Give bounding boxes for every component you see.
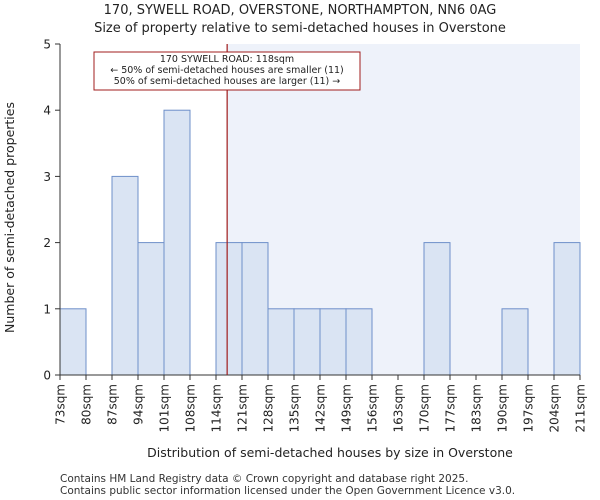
- y-tick-label: 2: [43, 236, 51, 250]
- chart-subtitle: Size of property relative to semi-detach…: [94, 21, 506, 36]
- x-tick-label: 87sqm: [106, 384, 120, 425]
- annotation-line: ← 50% of semi-detached houses are smalle…: [110, 65, 344, 76]
- histogram-bar: [111, 175, 139, 376]
- x-axis-title: Distribution of semi-detached houses by …: [147, 445, 513, 460]
- x-tick-label: 156sqm: [366, 384, 380, 432]
- histogram-bar: [163, 109, 191, 376]
- y-tick-label: 0: [43, 369, 51, 383]
- x-tick-label: 190sqm: [496, 384, 510, 432]
- x-tick-label: 142sqm: [314, 384, 328, 432]
- x-tick-label: 170sqm: [418, 384, 432, 432]
- x-tick-label: 128sqm: [262, 384, 276, 432]
- x-tick-label: 108sqm: [184, 384, 198, 432]
- histogram-bar: [59, 308, 87, 376]
- x-tick-label: 94sqm: [132, 384, 146, 425]
- x-tick-label: 211sqm: [574, 384, 588, 432]
- annotation-line: 50% of semi-detached houses are larger (…: [114, 76, 341, 87]
- chart-title: 170, SYWELL ROAD, OVERSTONE, NORTHAMPTON…: [103, 3, 497, 18]
- x-tick-label: 80sqm: [80, 384, 94, 425]
- histogram-bar: [319, 308, 347, 376]
- y-tick-label: 5: [43, 38, 51, 52]
- histogram-bar: [553, 242, 581, 376]
- histogram-bar: [267, 308, 295, 376]
- x-tick-label: 73sqm: [54, 384, 68, 425]
- annotation-line: 170 SYWELL ROAD: 118sqm: [160, 54, 294, 65]
- y-axis-title: Number of semi-detached properties: [2, 102, 17, 333]
- annotation-box: [93, 51, 361, 91]
- x-tick-label: 163sqm: [392, 384, 406, 432]
- x-tick-label: 114sqm: [210, 384, 224, 432]
- footer-licence: Contains public sector information licen…: [60, 485, 516, 497]
- x-tick-label: 101sqm: [158, 384, 172, 432]
- x-tick-label: 121sqm: [236, 384, 250, 432]
- histogram-bar: [241, 242, 269, 376]
- footer-copyright: Contains HM Land Registry data © Crown c…: [60, 473, 469, 485]
- x-tick-label: 135sqm: [288, 384, 302, 432]
- histogram-bar: [423, 242, 451, 376]
- x-tick-label: 183sqm: [470, 384, 484, 432]
- x-tick-label: 177sqm: [444, 384, 458, 432]
- histogram-bar: [215, 242, 243, 376]
- histogram-bar: [137, 242, 165, 376]
- x-tick-label: 204sqm: [548, 384, 562, 432]
- histogram-bar: [345, 308, 373, 376]
- x-tick-label: 149sqm: [340, 384, 354, 432]
- y-tick-label: 4: [43, 104, 51, 118]
- histogram-bar: [293, 308, 321, 376]
- y-tick-label: 3: [43, 170, 51, 184]
- x-tick-label: 197sqm: [522, 384, 536, 432]
- y-tick-label: 1: [43, 302, 51, 316]
- histogram-bar: [501, 308, 529, 376]
